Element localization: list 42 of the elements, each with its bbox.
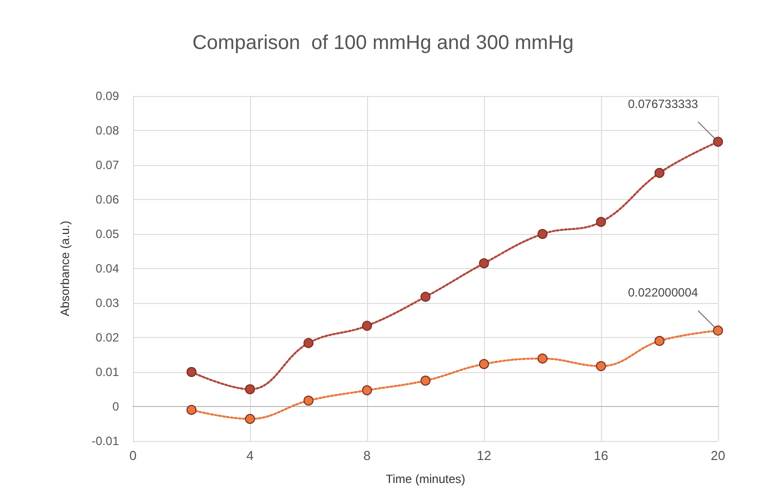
y-tick-label: -0.01 bbox=[92, 434, 120, 448]
point bbox=[538, 354, 548, 364]
x-tick-label: 12 bbox=[476, 448, 492, 463]
point bbox=[420, 376, 430, 386]
y-tick-label: 0.01 bbox=[96, 365, 120, 379]
y-tick-label: 0.05 bbox=[96, 227, 120, 241]
x-tick-label: 16 bbox=[594, 448, 608, 463]
y-tick-label: 0.02 bbox=[96, 330, 120, 344]
y-tick-label: 0.06 bbox=[96, 192, 120, 206]
x-tick-label: 8 bbox=[363, 448, 371, 463]
point bbox=[713, 326, 723, 336]
point bbox=[362, 320, 372, 331]
point bbox=[654, 168, 664, 178]
x-tick-label: 20 bbox=[710, 448, 726, 463]
point bbox=[186, 367, 196, 377]
y-tick-label: 0.09 bbox=[96, 89, 120, 103]
y-tick-label: 0.08 bbox=[96, 124, 120, 138]
y-tick-label: 0.07 bbox=[96, 158, 120, 172]
point bbox=[479, 359, 489, 370]
point bbox=[538, 229, 548, 239]
point bbox=[596, 216, 606, 227]
data-label: 0.076733333 bbox=[628, 96, 698, 111]
point bbox=[245, 384, 255, 394]
y-axis-title: Absorbance (a.u.) bbox=[58, 220, 72, 316]
point bbox=[420, 292, 430, 302]
point bbox=[304, 338, 314, 348]
point bbox=[596, 361, 606, 372]
point bbox=[245, 414, 255, 424]
point bbox=[654, 336, 664, 346]
y-tick-label: 0.03 bbox=[96, 296, 120, 310]
point bbox=[713, 136, 723, 147]
point bbox=[479, 258, 489, 268]
y-tick-label: 0 bbox=[112, 400, 120, 414]
x-axis-title: Time (minutes) bbox=[386, 472, 466, 486]
x-tick-label: 4 bbox=[246, 448, 254, 463]
point bbox=[304, 396, 314, 406]
x-tick-label: 0 bbox=[129, 448, 137, 463]
y-tick-label: 0.04 bbox=[96, 262, 120, 276]
point bbox=[362, 385, 372, 396]
point bbox=[186, 404, 196, 415]
data-label: 0.022000004 bbox=[628, 286, 698, 300]
chart-title: Comparison of 100 mmHg and 300 mmHg bbox=[192, 32, 574, 54]
